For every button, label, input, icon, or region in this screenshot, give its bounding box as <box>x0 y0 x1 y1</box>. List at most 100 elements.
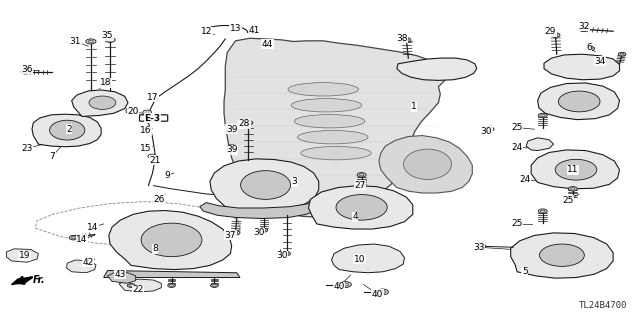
Text: 2: 2 <box>67 125 72 134</box>
Text: 20: 20 <box>127 107 139 116</box>
Circle shape <box>105 37 115 42</box>
Text: 19: 19 <box>19 251 30 260</box>
Ellipse shape <box>298 130 368 144</box>
Text: 33: 33 <box>473 243 484 252</box>
Text: 30: 30 <box>276 251 287 260</box>
Text: 25: 25 <box>511 219 523 228</box>
Circle shape <box>69 235 78 240</box>
Text: 27: 27 <box>354 181 365 189</box>
Text: 38: 38 <box>396 34 408 43</box>
Text: 28: 28 <box>239 119 250 128</box>
Circle shape <box>127 284 135 287</box>
Text: 29: 29 <box>545 27 556 36</box>
Circle shape <box>538 209 547 213</box>
Text: 14: 14 <box>87 223 99 232</box>
Text: 12: 12 <box>201 27 212 36</box>
Circle shape <box>283 252 291 256</box>
Circle shape <box>402 38 411 42</box>
Ellipse shape <box>141 223 202 256</box>
Circle shape <box>143 110 152 115</box>
Text: 40: 40 <box>372 290 383 299</box>
Polygon shape <box>526 138 554 151</box>
Ellipse shape <box>89 96 116 109</box>
Ellipse shape <box>404 149 452 179</box>
Polygon shape <box>531 150 620 189</box>
Circle shape <box>538 113 547 118</box>
Circle shape <box>168 284 175 287</box>
Circle shape <box>579 27 588 32</box>
Polygon shape <box>104 271 240 278</box>
Text: 13: 13 <box>230 24 241 33</box>
Ellipse shape <box>50 120 85 140</box>
Ellipse shape <box>556 159 596 180</box>
Text: 42: 42 <box>83 258 94 267</box>
Ellipse shape <box>294 115 365 128</box>
Text: 34: 34 <box>595 57 606 66</box>
Circle shape <box>21 70 30 74</box>
Text: 36: 36 <box>21 65 33 74</box>
Text: 9: 9 <box>165 171 170 180</box>
Text: 39: 39 <box>226 145 237 154</box>
Ellipse shape <box>241 171 291 199</box>
Circle shape <box>227 128 237 133</box>
Text: Fr.: Fr. <box>33 275 46 285</box>
Polygon shape <box>224 38 445 217</box>
Text: 35: 35 <box>102 31 113 40</box>
FancyBboxPatch shape <box>126 109 137 113</box>
Circle shape <box>211 284 218 287</box>
Polygon shape <box>379 136 472 193</box>
Text: 3: 3 <box>292 177 297 186</box>
Text: 23: 23 <box>21 144 33 153</box>
Text: 44: 44 <box>262 40 273 48</box>
Text: 39: 39 <box>226 125 237 134</box>
Text: E-3: E-3 <box>144 114 161 122</box>
Polygon shape <box>210 159 319 211</box>
Text: TL24B4700: TL24B4700 <box>579 301 627 310</box>
Polygon shape <box>308 186 413 229</box>
Polygon shape <box>109 211 232 270</box>
Polygon shape <box>511 233 613 278</box>
Circle shape <box>357 173 366 177</box>
Polygon shape <box>67 260 96 273</box>
Text: 30: 30 <box>253 228 265 237</box>
Polygon shape <box>119 279 161 292</box>
Text: 17: 17 <box>147 93 158 102</box>
Text: 32: 32 <box>578 22 589 31</box>
Circle shape <box>86 39 96 44</box>
Text: 37: 37 <box>225 231 236 240</box>
Polygon shape <box>32 114 101 147</box>
Text: 6: 6 <box>586 43 591 52</box>
Text: 10: 10 <box>354 255 365 263</box>
Polygon shape <box>108 273 136 283</box>
Text: 8: 8 <box>152 244 157 253</box>
Text: 24: 24 <box>519 175 531 184</box>
Text: 22: 22 <box>132 285 143 294</box>
Text: 4: 4 <box>353 212 358 221</box>
Ellipse shape <box>291 99 362 112</box>
Text: 21: 21 <box>149 156 161 165</box>
Text: 7: 7 <box>50 152 55 161</box>
Circle shape <box>227 145 237 150</box>
Text: 31: 31 <box>70 37 81 46</box>
Circle shape <box>260 228 268 232</box>
Text: 43: 43 <box>115 270 126 279</box>
Text: 25: 25 <box>563 196 574 205</box>
Text: 14: 14 <box>76 235 88 244</box>
Text: 30: 30 <box>481 127 492 136</box>
Ellipse shape <box>540 244 584 266</box>
Polygon shape <box>200 200 320 219</box>
Text: 41: 41 <box>249 26 260 35</box>
Circle shape <box>586 46 595 51</box>
Text: 15: 15 <box>140 144 152 153</box>
Circle shape <box>340 282 351 287</box>
Text: 18: 18 <box>100 78 111 87</box>
Circle shape <box>148 154 157 159</box>
Polygon shape <box>72 90 128 116</box>
Polygon shape <box>397 58 477 80</box>
Ellipse shape <box>301 146 371 160</box>
Circle shape <box>377 289 388 295</box>
Text: 5: 5 <box>522 267 527 276</box>
Circle shape <box>477 244 486 249</box>
Circle shape <box>231 231 240 235</box>
FancyBboxPatch shape <box>140 115 168 121</box>
